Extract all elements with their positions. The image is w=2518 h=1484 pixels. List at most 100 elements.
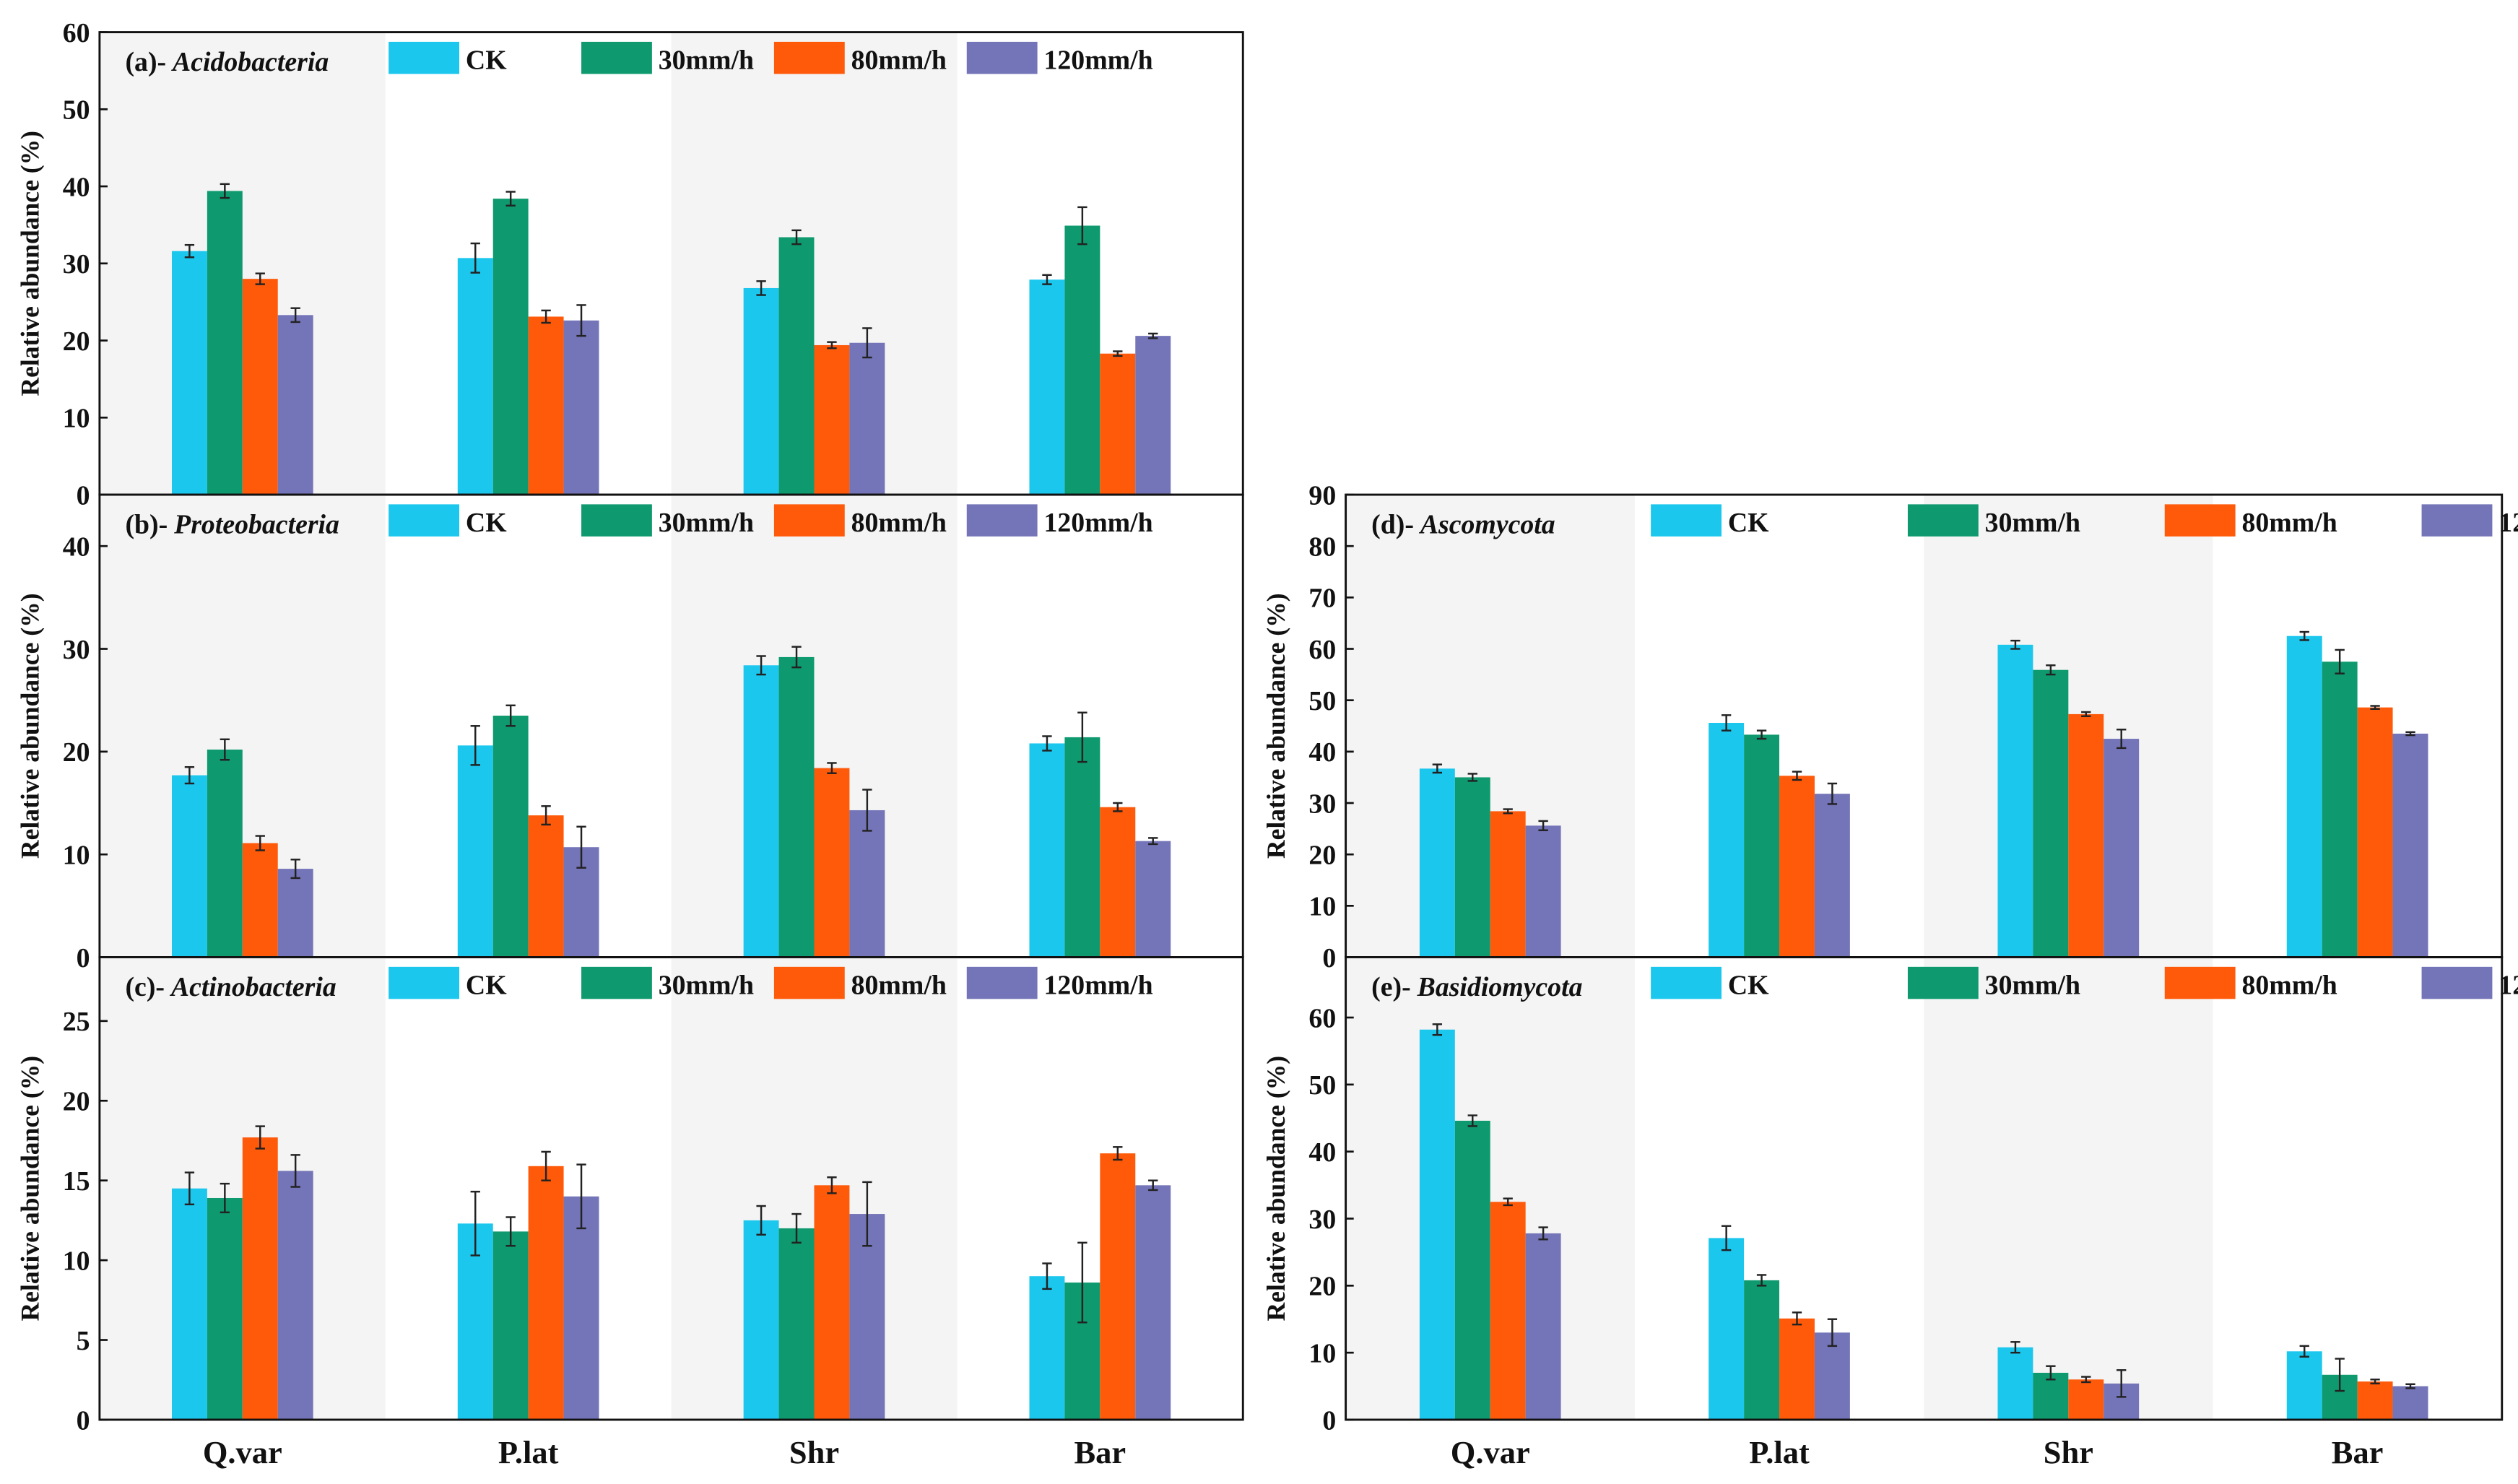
bar [2068,713,2104,958]
bar [277,869,313,958]
error-bar [1756,729,1767,740]
panel-title: (c)- Actinobacteria [125,972,336,1002]
panel-title: (b)- Proteobacteria [125,509,339,539]
error-bar [1503,808,1513,815]
error-bar [470,1190,480,1257]
panel-label: (e)- [1371,972,1411,1002]
error-bar [184,1171,195,1206]
bar [2357,1381,2393,1420]
bar [2286,1351,2322,1420]
error-bar [827,1176,837,1194]
bar [2357,707,2393,958]
error-bar [1538,1226,1548,1241]
error-bar [1792,1311,1802,1326]
y-tick-label: 30 [1308,1205,1336,1235]
error-bar [2335,648,2345,674]
error-bar [2010,639,2020,650]
error-bar [1432,763,1443,774]
error-bar [255,1125,265,1150]
error-bar [2299,630,2309,641]
y-tick-label: 50 [63,95,90,126]
y-tick-label: 30 [63,249,90,279]
legend-swatch [2164,966,2236,999]
error-bar [2405,1383,2415,1389]
error-bar [1113,350,1123,357]
bar [207,749,243,958]
error-bar [290,859,300,880]
error-bar [827,762,837,774]
error-bar [505,191,516,207]
bar [2392,1386,2428,1420]
bar [277,315,313,495]
bar [743,665,779,958]
bar [1135,336,1171,495]
bar [1709,1238,1745,1420]
error-bar [2046,664,2056,676]
legend-label: 30mm/h [1985,508,2080,538]
error-bar [1827,782,1838,805]
x-tick-label: P.lat [498,1434,559,1470]
y-tick-label: 0 [1322,943,1336,973]
y-tick-label: 5 [77,1326,90,1356]
y-tick-label: 60 [63,18,90,48]
legend-label: 80mm/h [851,45,947,76]
bar [849,810,885,958]
legend-label: 80mm/h [851,971,947,1001]
error-bar [1042,274,1052,285]
error-bar [756,1205,766,1236]
legend-label: 80mm/h [851,508,947,538]
y-tick-label: 20 [1308,841,1336,871]
plot-frame [98,956,1244,1421]
bar [1029,279,1065,495]
plot-frame [1345,956,2504,1421]
error-bar [1113,802,1123,812]
panel-label: (c)- [125,972,165,1002]
legend-label: CK [466,971,507,1001]
y-tick-label: 10 [63,404,90,434]
error-bar [2405,731,2415,737]
y-axis-label: Relative abundance (%) [15,131,44,396]
error-bar [1148,1179,1158,1192]
y-tick-label: 20 [63,326,90,357]
y-tick-label: 20 [63,737,90,768]
legend-swatch [773,41,845,74]
bar [563,320,599,495]
legend-label: CK [1728,971,1769,1001]
panel-name: Basidiomycota [1417,972,1583,1002]
error-bar [1077,711,1087,763]
error-bar [862,1181,872,1247]
bar [492,199,529,495]
error-bar [1148,332,1158,339]
y-tick-label: 40 [1308,1137,1336,1168]
legend-swatch [966,41,1038,74]
bar [1814,794,1850,958]
bar [2286,635,2322,958]
y-tick-label: 30 [1308,789,1336,819]
bar [207,1197,243,1420]
bar [1100,1153,1136,1420]
error-bar [2370,705,2380,711]
y-tick-label: 10 [1308,1338,1336,1368]
legend-swatch [581,41,652,74]
y-tick-label: 60 [1308,1003,1336,1033]
bar [1419,768,1455,958]
error-bar [756,280,766,296]
bar [457,745,493,958]
legend-swatch [388,504,460,537]
legend-swatch [581,966,652,999]
error-bar [1756,1274,1767,1287]
legend-swatch [2164,504,2236,537]
y-tick-label: 70 [1308,583,1336,614]
legend-label: 30mm/h [659,45,754,76]
bar [242,1137,278,1420]
error-bar [576,1163,586,1230]
error-bar [470,242,480,274]
bar [171,1188,207,1420]
error-bar [791,229,802,246]
bar [1100,353,1136,495]
error-bar [220,1182,230,1214]
legend-label: CK [1728,508,1769,538]
bar [2392,733,2428,958]
error-bar [1467,773,1477,782]
